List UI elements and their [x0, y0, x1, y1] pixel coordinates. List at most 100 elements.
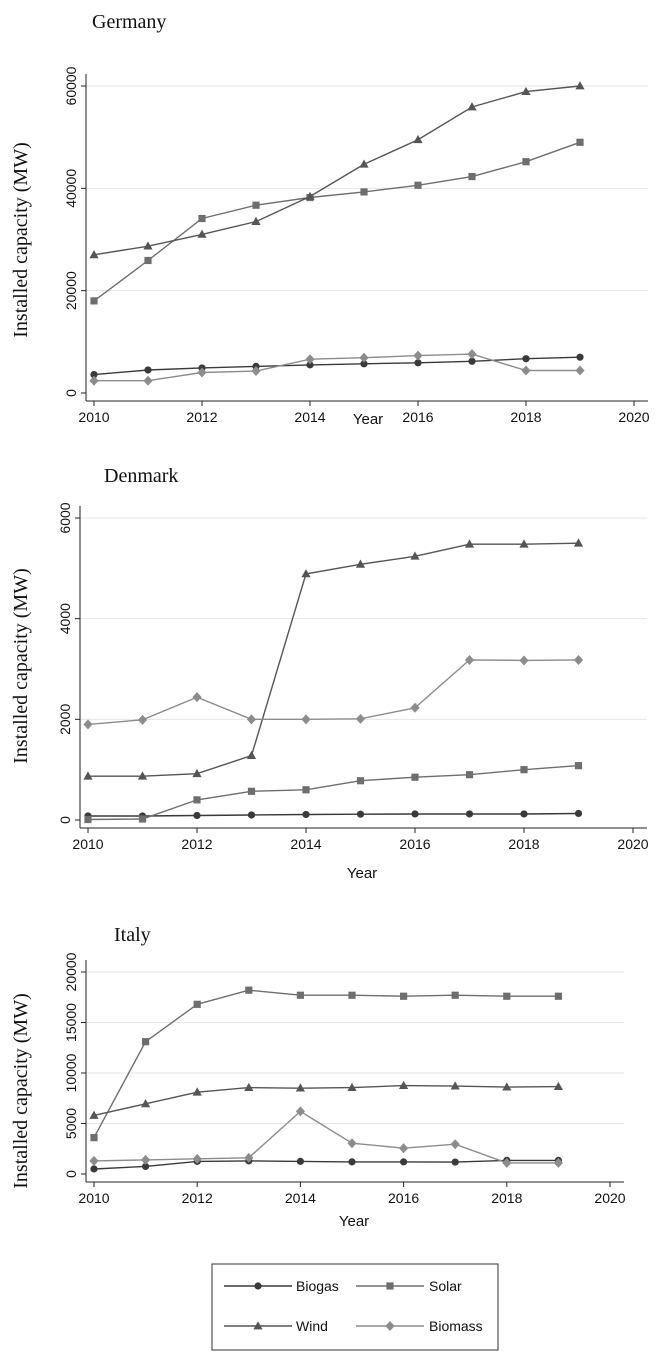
y-tick-label: 40000	[63, 169, 79, 208]
data-point-wind	[575, 81, 585, 90]
x-tick-label: 2010	[78, 1190, 109, 1206]
data-point-biogas	[247, 811, 256, 819]
data-point-biogas	[356, 810, 365, 818]
series-line-solar	[93, 989, 559, 1138]
y-tick-label: 0	[63, 389, 79, 397]
data-point-wind	[410, 551, 420, 560]
data-point-biomass	[413, 350, 423, 361]
data-point-solar	[138, 815, 147, 823]
data-point-biomass	[519, 655, 529, 666]
legend-item-wind: Wind	[224, 1318, 328, 1334]
data-point-solar	[302, 786, 310, 794]
data-point-solar	[503, 992, 511, 1000]
data-point-wind	[83, 771, 93, 780]
chart-title: Denmark	[104, 465, 178, 487]
series-solar	[90, 986, 562, 1142]
data-point-solar	[356, 777, 365, 785]
x-tick-label: 2020	[617, 836, 648, 852]
data-point-wind	[143, 241, 153, 250]
chart-title: Italy	[114, 924, 151, 946]
x-tick-label: 2012	[181, 836, 212, 852]
legend-label-biomass: Biomass	[429, 1318, 483, 1334]
data-point-wind	[89, 1110, 99, 1119]
data-point-wind	[467, 102, 477, 111]
data-point-solar	[576, 138, 584, 146]
data-point-solar	[465, 771, 474, 779]
legend-label-solar: Solar	[429, 1278, 462, 1294]
data-point-solar	[414, 181, 422, 189]
data-point-biogas	[306, 361, 314, 369]
data-point-wind	[244, 1082, 254, 1092]
data-point-wind	[192, 768, 202, 778]
chart-panel-denmark: Denmark Installed capacity (MW) Year 0 20…	[10, 465, 649, 882]
data-point-wind	[399, 1080, 409, 1090]
data-point-biomass	[521, 365, 531, 376]
data-point-solar	[193, 796, 201, 804]
data-point-solar	[142, 1038, 150, 1046]
data-point-biomass	[197, 367, 207, 378]
y-tick-label: 20000	[63, 271, 79, 310]
legend-marker-wind	[253, 1321, 263, 1330]
data-point-biomass	[450, 1139, 460, 1150]
data-point-biomass	[192, 1153, 202, 1164]
x-tick-label: 2016	[388, 1190, 419, 1206]
data-point-biogas	[193, 811, 201, 820]
series-wind	[89, 1080, 563, 1119]
series-line-wind	[93, 1084, 559, 1117]
data-point-biomass	[305, 354, 315, 365]
x-tick-label: 2010	[72, 836, 103, 852]
data-point-biomass	[399, 1143, 409, 1154]
x-tick-label: 2016	[402, 409, 433, 425]
data-point-biomass	[192, 692, 202, 703]
data-point-biomass	[467, 349, 477, 360]
legend: Biogas Solar Wind Biomass	[211, 1263, 499, 1351]
series-line-biogas	[93, 1159, 559, 1170]
data-point-biogas	[522, 355, 530, 363]
series-line-biomass	[87, 659, 579, 726]
x-tick-label: 2018	[508, 836, 539, 852]
y-tick-label: 2000	[57, 704, 73, 735]
series-line-biomass	[94, 353, 580, 382]
x-axis-label: Year	[353, 411, 383, 428]
x-axis-label: Year	[339, 1213, 369, 1230]
plot-area: 0 20000 40000 60000 2010 2012 2014 2016 2018 2020	[63, 66, 650, 425]
data-point-solar	[252, 201, 260, 209]
data-point-wind	[450, 1081, 460, 1090]
data-point-wind	[553, 1081, 563, 1091]
data-point-biogas	[90, 1165, 98, 1173]
legend-marker-solar	[386, 1282, 394, 1290]
data-point-biomass	[141, 1154, 151, 1165]
legend-box	[211, 1263, 499, 1351]
data-point-wind	[519, 539, 529, 548]
series-wind	[89, 81, 585, 259]
data-point-wind	[305, 191, 315, 200]
data-point-biogas	[451, 1158, 459, 1166]
data-point-wind	[502, 1082, 512, 1091]
y-axis-label: Installed capacity (MW)	[10, 142, 32, 337]
series-line-solar	[93, 141, 581, 302]
data-point-biomass	[573, 654, 584, 665]
legend-item-biomass: Biomass	[356, 1318, 483, 1334]
x-tick-label: 2012	[182, 1190, 213, 1206]
data-point-biomass	[251, 365, 261, 376]
data-point-biogas	[348, 1158, 356, 1166]
data-point-wind	[192, 1087, 202, 1096]
data-point-biomass	[89, 1155, 99, 1166]
y-tick-label: 4000	[57, 603, 73, 634]
chart-panel-italy: Italy Installed capacity (MW) Year 0 5000…	[10, 924, 626, 1230]
data-point-biomass	[137, 714, 148, 725]
data-point-biogas	[302, 810, 310, 819]
y-tick-label: 0	[57, 816, 73, 824]
y-axis-label: Installed capacity (MW)	[10, 568, 32, 763]
data-point-wind	[413, 134, 423, 144]
data-point-biomass	[502, 1157, 512, 1168]
series-biomass	[89, 1106, 563, 1168]
legend-marker-biomass	[385, 1321, 395, 1331]
data-point-biomass	[246, 714, 257, 725]
x-tick-label: 2016	[399, 836, 430, 852]
data-point-wind	[573, 538, 584, 547]
data-point-biomass	[359, 352, 369, 363]
data-point-biomass	[83, 719, 93, 730]
